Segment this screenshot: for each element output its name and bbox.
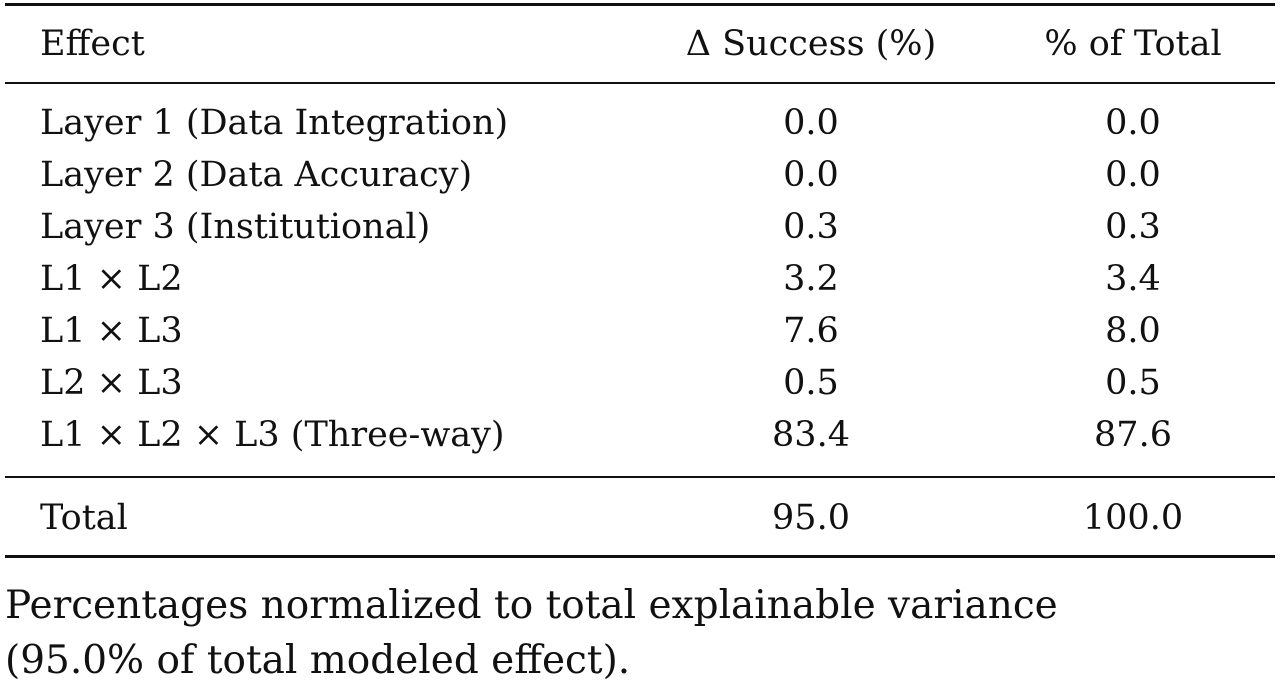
top-rule xyxy=(5,3,1275,6)
total-cell: Total xyxy=(40,498,128,538)
table-note: (95.0% of total modeled effect). xyxy=(5,638,631,683)
table-cell: 0.0 xyxy=(783,103,839,143)
table-cell: Layer 3 (Institutional) xyxy=(40,207,431,247)
table-cell: 3.2 xyxy=(783,259,839,299)
header-cell: % of Total xyxy=(1044,24,1222,64)
table-cell: 3.4 xyxy=(1105,259,1161,299)
table-cell: L1 × L2 × L3 (Three-way) xyxy=(40,415,505,455)
table-cell: 87.6 xyxy=(1094,415,1172,455)
total-cell: 100.0 xyxy=(1082,498,1184,538)
table-cell: 0.5 xyxy=(783,363,839,403)
table-cell: 0.3 xyxy=(1105,207,1161,247)
table-note: Percentages normalized to total explaina… xyxy=(5,583,1058,628)
table-cell: 8.0 xyxy=(1105,311,1161,351)
table-cell: Layer 1 (Data Integration) xyxy=(40,103,509,143)
table-cell: 0.5 xyxy=(1105,363,1161,403)
table-cell: Layer 2 (Data Accuracy) xyxy=(40,155,473,195)
table-cell: 0.0 xyxy=(783,155,839,195)
table-cell: 83.4 xyxy=(772,415,850,455)
header-cell: Effect xyxy=(40,24,145,64)
table-cell: L2 × L3 xyxy=(40,363,183,403)
table-cell: L1 × L3 xyxy=(40,311,183,351)
total-cell: 95.0 xyxy=(772,498,850,538)
bottom-rule xyxy=(5,555,1275,558)
header-cell: Δ Success (%) xyxy=(685,24,937,64)
table-cell: 0.0 xyxy=(1105,155,1161,195)
mid-rule xyxy=(5,82,1275,84)
table-cell: 7.6 xyxy=(783,311,839,351)
mid-rule xyxy=(5,476,1275,478)
table-cell: L1 × L2 xyxy=(40,259,183,299)
table-cell: 0.3 xyxy=(783,207,839,247)
table-cell: 0.0 xyxy=(1105,103,1161,143)
